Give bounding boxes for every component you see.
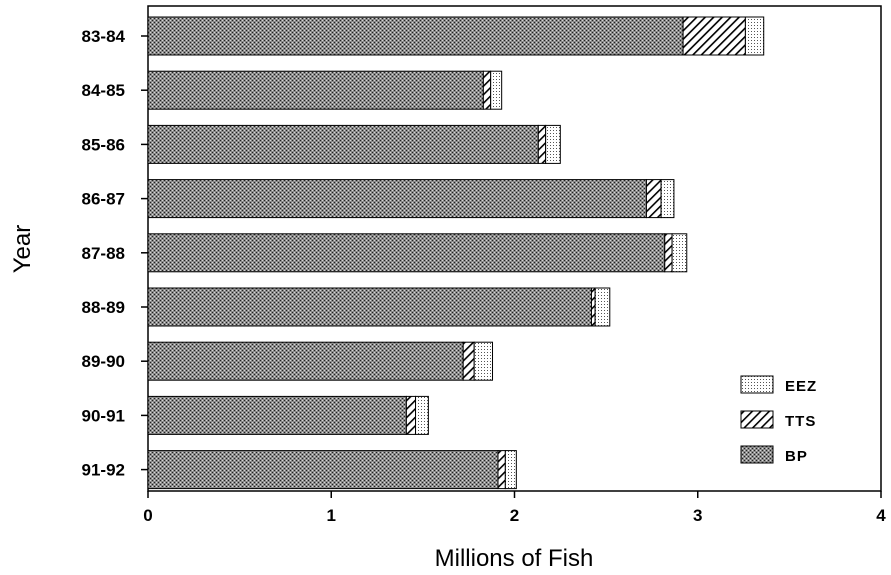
bar-bp-85-86 xyxy=(147,124,539,164)
y-axis: 83-84 84-85 85-86 86-87 87-88 88-89 89-90 90-91… xyxy=(82,27,148,480)
x-tick-label: 2 xyxy=(510,506,519,525)
y-tick-label: 85-86 xyxy=(82,135,125,154)
bar-tts-88-89 xyxy=(590,287,596,327)
bar-eez-84-85 xyxy=(490,70,503,110)
bar-tts-89-90 xyxy=(462,341,475,381)
bar-tts-83-84 xyxy=(682,16,746,56)
legend-label-tts: TTS xyxy=(785,413,816,430)
bar-tts-84-85 xyxy=(482,70,492,110)
bar-tts-90-91 xyxy=(405,395,417,435)
bar-eez-87-88 xyxy=(671,233,688,273)
bar-bp-88-89 xyxy=(147,287,592,327)
y-tick-label: 86-87 xyxy=(82,190,125,209)
y-tick-label: 84-85 xyxy=(82,81,125,100)
y-tick-label: 87-88 xyxy=(82,244,125,263)
legend-label-eez: EEZ xyxy=(785,378,817,395)
bar-bp-90-91 xyxy=(147,395,407,435)
bar-tts-85-86 xyxy=(537,124,547,164)
bar-eez-85-86 xyxy=(545,124,561,164)
y-tick-label: 83-84 xyxy=(82,27,126,46)
x-tick-label: 0 xyxy=(143,506,152,525)
bar-bp-86-87 xyxy=(147,179,647,219)
bar-tts-86-87 xyxy=(645,179,662,219)
bar-bp-91-92 xyxy=(147,450,499,490)
x-tick-label: 4 xyxy=(876,506,886,525)
bar-eez-88-89 xyxy=(594,287,611,327)
y-tick-label: 90-91 xyxy=(82,406,125,425)
legend-label-bp: BP xyxy=(785,448,808,465)
bar-eez-90-91 xyxy=(415,395,429,435)
x-axis: 0 1 2 3 4 xyxy=(143,491,886,525)
bar-eez-91-92 xyxy=(504,450,517,490)
bar-eez-86-87 xyxy=(660,179,675,219)
y-tick-label: 88-89 xyxy=(82,298,125,317)
bar-bp-83-84 xyxy=(147,16,684,56)
y-axis-title: Year xyxy=(9,225,36,274)
bar-bp-89-90 xyxy=(147,341,464,381)
bar-eez-89-90 xyxy=(473,341,494,381)
bar-bp-87-88 xyxy=(147,233,666,273)
legend-swatch-eez xyxy=(740,375,774,394)
legend: EEZ TTS BP xyxy=(740,375,817,465)
y-tick-label: 89-90 xyxy=(82,352,125,371)
bar-tts-87-88 xyxy=(664,233,673,273)
bars-group xyxy=(147,16,765,490)
bar-tts-91-92 xyxy=(497,450,506,490)
x-tick-label: 3 xyxy=(693,506,702,525)
y-tick-label: 91-92 xyxy=(82,461,125,480)
legend-swatch-tts xyxy=(740,410,774,429)
x-tick-label: 1 xyxy=(327,506,336,525)
legend-swatch-bp xyxy=(740,445,774,464)
bar-bp-84-85 xyxy=(147,70,484,110)
bar-eez-83-84 xyxy=(744,16,765,56)
x-axis-title: Millions of Fish xyxy=(435,545,594,572)
